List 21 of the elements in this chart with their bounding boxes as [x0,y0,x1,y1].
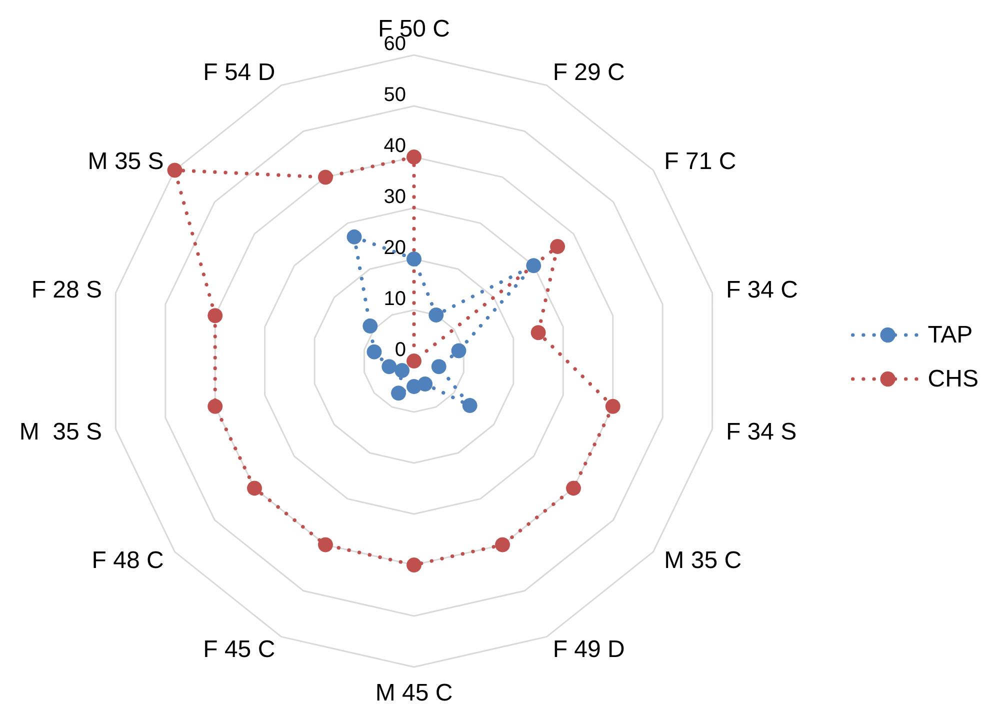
spoke-label: M 35 S [88,148,164,175]
spoke-label: F 71 C [664,148,736,175]
spoke-label: M 45 C [375,680,453,704]
spoke-label: F 28 S [31,276,102,304]
spoke-label: F 49 D [552,636,625,663]
spoke-label: M 35 C [664,547,742,574]
spoke-label: F 34 C [726,276,798,304]
spoke-label: F 54 D [203,59,276,86]
spoke-label: F 45 C [203,636,276,663]
spoke-label: F 29 C [552,59,625,86]
y-tick-label: 30 [384,186,406,208]
y-tick-label: 20 [384,237,406,259]
legend-label: CHS [928,366,978,392]
y-tick-label: 50 [384,84,406,106]
legend-label: TAP [928,322,973,348]
spoke-label: F 48 C [92,547,164,574]
y-tick-label: 0 [394,339,406,361]
y-tick-label: 40 [384,135,406,157]
spoke-label: F 34 S [726,418,797,446]
y-tick-label: 10 [384,288,406,310]
spoke-label: M 35 S [19,418,102,446]
